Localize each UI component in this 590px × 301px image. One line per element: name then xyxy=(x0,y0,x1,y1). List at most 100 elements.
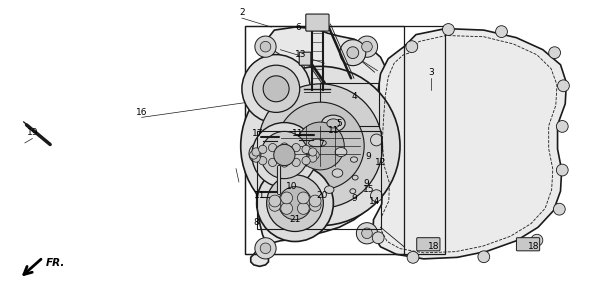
Circle shape xyxy=(406,41,418,53)
Bar xyxy=(245,26,404,254)
Circle shape xyxy=(309,154,317,162)
PathPatch shape xyxy=(251,27,389,266)
Circle shape xyxy=(269,195,281,207)
Circle shape xyxy=(260,41,271,52)
Text: 18: 18 xyxy=(528,242,540,251)
Circle shape xyxy=(549,47,560,59)
Text: 9: 9 xyxy=(363,179,369,188)
Circle shape xyxy=(407,251,419,263)
Circle shape xyxy=(258,157,267,165)
Circle shape xyxy=(280,143,289,151)
FancyBboxPatch shape xyxy=(516,238,540,251)
Circle shape xyxy=(556,120,568,132)
Circle shape xyxy=(347,47,359,59)
Circle shape xyxy=(496,26,507,38)
Circle shape xyxy=(249,143,270,164)
Circle shape xyxy=(261,132,308,178)
Text: 20: 20 xyxy=(316,191,327,200)
Circle shape xyxy=(253,65,300,112)
Circle shape xyxy=(252,148,260,156)
Circle shape xyxy=(372,232,384,244)
Ellipse shape xyxy=(335,147,347,157)
Text: 11: 11 xyxy=(292,129,304,138)
Circle shape xyxy=(531,234,543,246)
Circle shape xyxy=(442,23,454,36)
Circle shape xyxy=(356,223,378,244)
Text: FR.: FR. xyxy=(46,258,65,268)
Circle shape xyxy=(340,40,366,66)
Circle shape xyxy=(274,144,295,166)
Circle shape xyxy=(302,145,310,154)
Text: 16: 16 xyxy=(136,108,148,117)
Circle shape xyxy=(553,203,565,215)
Text: 18: 18 xyxy=(428,242,440,251)
FancyBboxPatch shape xyxy=(299,52,311,65)
Text: 2: 2 xyxy=(239,8,245,17)
Text: 19: 19 xyxy=(27,128,38,137)
Text: 11: 11 xyxy=(327,126,339,135)
Circle shape xyxy=(258,145,267,154)
Ellipse shape xyxy=(350,157,358,162)
Circle shape xyxy=(277,102,364,190)
Circle shape xyxy=(252,123,317,188)
Circle shape xyxy=(558,80,569,92)
Text: 6: 6 xyxy=(295,23,301,32)
Circle shape xyxy=(278,187,312,220)
Text: 11: 11 xyxy=(254,191,266,200)
Circle shape xyxy=(309,195,321,207)
Text: 8: 8 xyxy=(254,218,260,227)
Text: 9: 9 xyxy=(351,194,357,203)
Circle shape xyxy=(241,66,400,226)
Circle shape xyxy=(297,203,309,214)
Ellipse shape xyxy=(322,115,345,132)
Circle shape xyxy=(260,243,271,254)
Circle shape xyxy=(478,251,490,263)
Text: 15: 15 xyxy=(363,185,375,194)
Circle shape xyxy=(281,203,293,214)
Circle shape xyxy=(267,175,323,231)
FancyBboxPatch shape xyxy=(417,238,440,251)
Circle shape xyxy=(362,41,372,52)
Circle shape xyxy=(371,134,382,146)
Circle shape xyxy=(556,164,568,176)
Circle shape xyxy=(362,228,372,239)
Ellipse shape xyxy=(324,186,334,193)
Circle shape xyxy=(356,36,378,57)
Text: 9: 9 xyxy=(366,152,372,161)
Text: 10: 10 xyxy=(286,182,298,191)
Circle shape xyxy=(269,200,281,211)
Circle shape xyxy=(292,158,300,166)
Circle shape xyxy=(281,192,293,204)
Circle shape xyxy=(268,158,277,166)
Circle shape xyxy=(371,190,382,202)
Ellipse shape xyxy=(332,169,343,177)
Ellipse shape xyxy=(309,139,326,147)
Text: 14: 14 xyxy=(369,197,381,206)
Circle shape xyxy=(297,122,344,170)
Circle shape xyxy=(255,238,276,259)
Circle shape xyxy=(255,36,276,57)
Text: 4: 4 xyxy=(351,92,357,101)
Ellipse shape xyxy=(302,137,333,149)
Text: 7: 7 xyxy=(319,140,324,149)
Text: 13: 13 xyxy=(295,50,307,59)
Circle shape xyxy=(242,54,310,123)
FancyBboxPatch shape xyxy=(306,14,329,31)
Circle shape xyxy=(311,151,319,159)
Circle shape xyxy=(268,144,277,152)
Text: 21: 21 xyxy=(289,215,301,224)
Text: 12: 12 xyxy=(375,158,386,167)
Circle shape xyxy=(252,154,260,162)
Bar xyxy=(245,26,445,254)
Circle shape xyxy=(309,200,321,211)
Text: 3: 3 xyxy=(428,68,434,77)
Circle shape xyxy=(258,84,382,208)
Ellipse shape xyxy=(352,175,358,180)
Bar xyxy=(257,131,381,229)
PathPatch shape xyxy=(373,29,566,259)
Bar xyxy=(320,83,379,126)
Circle shape xyxy=(292,144,300,152)
Circle shape xyxy=(309,148,317,156)
Circle shape xyxy=(297,192,309,204)
Circle shape xyxy=(250,151,258,159)
